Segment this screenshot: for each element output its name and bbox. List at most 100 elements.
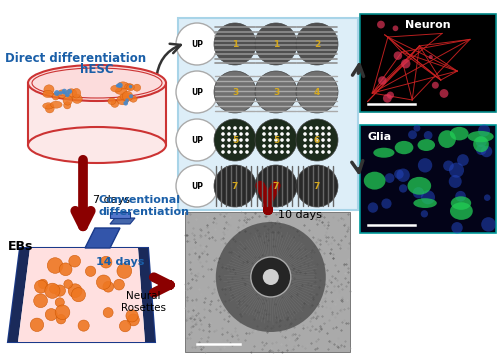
- Circle shape: [117, 82, 122, 88]
- Circle shape: [239, 150, 243, 154]
- Circle shape: [280, 132, 284, 136]
- Circle shape: [286, 126, 290, 130]
- Circle shape: [176, 119, 218, 161]
- Circle shape: [233, 144, 237, 148]
- Circle shape: [315, 132, 319, 136]
- Polygon shape: [8, 248, 155, 342]
- Circle shape: [117, 263, 132, 278]
- Ellipse shape: [58, 90, 66, 98]
- Text: 4: 4: [314, 87, 320, 96]
- Circle shape: [303, 144, 307, 148]
- Ellipse shape: [438, 130, 456, 148]
- Circle shape: [54, 90, 60, 96]
- Ellipse shape: [120, 92, 132, 100]
- Circle shape: [129, 94, 133, 98]
- Circle shape: [176, 165, 218, 207]
- Ellipse shape: [28, 65, 166, 101]
- Polygon shape: [18, 248, 145, 342]
- Circle shape: [125, 99, 129, 102]
- Circle shape: [45, 283, 60, 298]
- Circle shape: [251, 257, 291, 297]
- Ellipse shape: [451, 196, 471, 210]
- Circle shape: [72, 288, 86, 302]
- Text: 3: 3: [273, 87, 279, 96]
- Circle shape: [315, 150, 319, 154]
- Ellipse shape: [108, 98, 116, 105]
- Text: 1: 1: [273, 40, 279, 49]
- Circle shape: [255, 23, 297, 65]
- Circle shape: [378, 76, 386, 85]
- Ellipse shape: [50, 101, 62, 108]
- Ellipse shape: [408, 177, 431, 195]
- Circle shape: [420, 210, 428, 217]
- Circle shape: [274, 144, 278, 148]
- Ellipse shape: [468, 131, 493, 142]
- Ellipse shape: [374, 148, 394, 158]
- Bar: [178, 18, 358, 210]
- Circle shape: [64, 280, 72, 288]
- Circle shape: [303, 132, 307, 136]
- Circle shape: [327, 144, 331, 148]
- Circle shape: [227, 144, 231, 148]
- Circle shape: [309, 144, 313, 148]
- Circle shape: [263, 269, 279, 285]
- Text: UP: UP: [191, 40, 203, 49]
- Circle shape: [227, 150, 231, 154]
- Circle shape: [128, 314, 140, 326]
- Circle shape: [233, 138, 237, 142]
- Circle shape: [268, 144, 272, 148]
- Ellipse shape: [122, 91, 132, 101]
- Ellipse shape: [115, 88, 127, 95]
- Circle shape: [383, 94, 392, 103]
- Circle shape: [274, 132, 278, 136]
- Circle shape: [176, 23, 218, 65]
- Bar: [360, 14, 496, 112]
- Circle shape: [100, 256, 112, 268]
- Text: Neural
Rosettes: Neural Rosettes: [120, 291, 166, 313]
- Circle shape: [68, 284, 82, 298]
- Circle shape: [245, 132, 249, 136]
- Circle shape: [274, 138, 278, 142]
- Circle shape: [392, 25, 398, 31]
- Ellipse shape: [117, 82, 129, 89]
- Text: EBs: EBs: [8, 240, 34, 253]
- Circle shape: [418, 158, 432, 172]
- Text: 7: 7: [273, 181, 279, 191]
- Circle shape: [216, 222, 326, 332]
- Ellipse shape: [364, 172, 386, 190]
- Ellipse shape: [42, 103, 54, 109]
- Circle shape: [116, 84, 119, 87]
- Circle shape: [315, 126, 319, 130]
- Circle shape: [114, 279, 124, 290]
- Circle shape: [214, 23, 256, 65]
- Text: Glia: Glia: [368, 132, 392, 142]
- Polygon shape: [138, 248, 155, 342]
- Circle shape: [296, 119, 338, 161]
- Circle shape: [221, 132, 225, 136]
- Circle shape: [48, 258, 63, 273]
- Circle shape: [401, 59, 410, 69]
- Bar: [185, 212, 350, 352]
- Circle shape: [54, 285, 66, 296]
- Circle shape: [255, 71, 297, 113]
- Circle shape: [262, 132, 266, 136]
- Circle shape: [62, 89, 67, 94]
- Text: UP: UP: [191, 181, 203, 191]
- Ellipse shape: [44, 85, 54, 94]
- Circle shape: [449, 162, 464, 178]
- Circle shape: [321, 126, 325, 130]
- Circle shape: [124, 101, 128, 106]
- Text: Direct differentiation: Direct differentiation: [5, 52, 146, 65]
- Ellipse shape: [110, 85, 122, 92]
- Circle shape: [268, 138, 272, 142]
- Circle shape: [484, 195, 490, 201]
- Circle shape: [394, 51, 402, 60]
- Circle shape: [239, 138, 243, 142]
- Text: Neuron: Neuron: [405, 20, 451, 30]
- Circle shape: [321, 138, 325, 142]
- Circle shape: [421, 190, 435, 204]
- Circle shape: [78, 320, 89, 331]
- Circle shape: [321, 132, 325, 136]
- Circle shape: [30, 318, 44, 332]
- Circle shape: [315, 144, 319, 148]
